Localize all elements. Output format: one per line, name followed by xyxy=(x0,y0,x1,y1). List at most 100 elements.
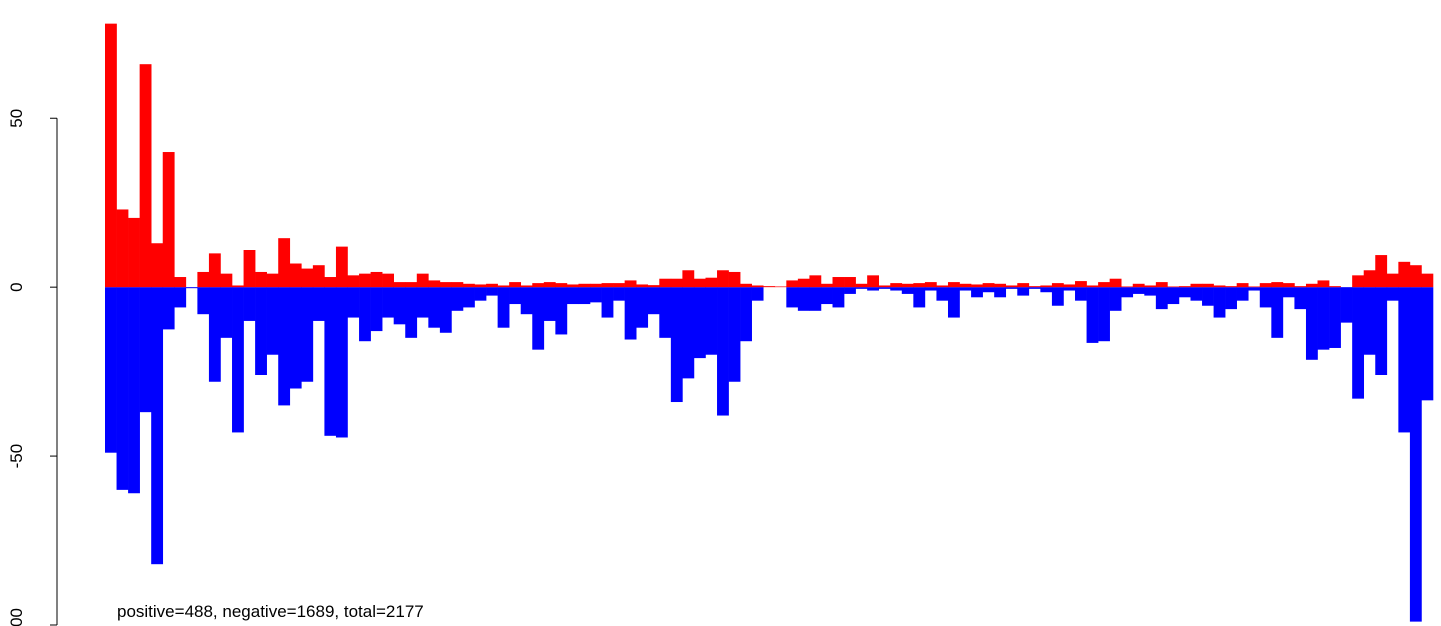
bar xyxy=(1155,287,1168,310)
bar xyxy=(959,283,972,288)
bar xyxy=(774,286,787,288)
bar xyxy=(913,287,926,308)
bar xyxy=(474,284,487,288)
bar xyxy=(878,287,891,289)
bar xyxy=(520,285,533,288)
bar xyxy=(405,287,418,338)
bar xyxy=(1409,287,1422,622)
bar xyxy=(393,287,406,325)
bar xyxy=(208,253,221,288)
bar xyxy=(451,287,464,311)
bar xyxy=(301,287,314,382)
bar xyxy=(1121,287,1134,298)
bar xyxy=(867,275,880,288)
bar xyxy=(844,287,856,294)
bar xyxy=(520,287,533,315)
bar xyxy=(532,283,545,288)
bar xyxy=(1051,283,1064,288)
bar xyxy=(197,271,210,288)
bar xyxy=(1202,283,1214,288)
bar xyxy=(705,287,718,355)
bar xyxy=(543,287,556,321)
bar xyxy=(174,287,187,308)
bar xyxy=(474,287,487,301)
bar xyxy=(601,287,614,318)
bar xyxy=(1409,265,1422,288)
y-tick-label: -50 xyxy=(7,444,26,469)
bar xyxy=(647,285,660,288)
bar xyxy=(1086,287,1099,343)
bar xyxy=(185,287,198,289)
bar xyxy=(890,283,903,288)
bar xyxy=(1132,283,1145,288)
bar xyxy=(301,268,314,288)
bar xyxy=(1051,287,1064,306)
bar xyxy=(462,287,475,308)
bar xyxy=(1259,287,1272,308)
bar xyxy=(878,285,891,288)
bar xyxy=(867,287,880,291)
bar xyxy=(1225,286,1237,288)
bar xyxy=(1213,285,1226,288)
bar xyxy=(1305,287,1318,360)
bar xyxy=(439,287,452,333)
bar xyxy=(1375,255,1388,288)
bar xyxy=(1305,283,1318,288)
bar xyxy=(486,283,498,288)
bar xyxy=(266,273,279,288)
bar xyxy=(324,287,337,436)
bar xyxy=(809,287,822,311)
bar xyxy=(462,283,475,288)
bar xyxy=(116,287,129,490)
bar xyxy=(255,287,267,375)
bar xyxy=(717,287,729,416)
bar xyxy=(1098,287,1110,342)
bar xyxy=(1155,282,1168,288)
bar xyxy=(359,273,371,288)
bar xyxy=(278,287,291,406)
bar xyxy=(312,265,325,288)
bar xyxy=(1005,287,1018,289)
bar xyxy=(128,217,140,288)
bar xyxy=(786,287,799,308)
bar xyxy=(151,243,164,288)
bar xyxy=(1075,281,1087,288)
bar xyxy=(405,282,418,288)
bar xyxy=(751,287,764,301)
bar xyxy=(232,287,244,433)
bar xyxy=(1340,287,1353,323)
bar xyxy=(1363,287,1376,355)
bar xyxy=(347,275,360,288)
bar xyxy=(705,277,718,288)
bar xyxy=(1259,283,1272,288)
bar xyxy=(243,250,256,288)
bar xyxy=(289,263,302,288)
bar xyxy=(890,287,903,291)
bar xyxy=(1190,283,1203,288)
bar xyxy=(1248,286,1261,288)
bar xyxy=(243,287,256,321)
bar xyxy=(566,284,579,288)
bar xyxy=(936,285,949,288)
bar xyxy=(936,287,949,301)
bar xyxy=(590,283,602,288)
bar xyxy=(1167,286,1180,288)
bar xyxy=(382,273,394,288)
bar xyxy=(162,287,175,330)
bar xyxy=(1063,287,1076,291)
bar xyxy=(1144,285,1157,288)
bar xyxy=(139,287,152,413)
bar xyxy=(1282,287,1295,298)
bar xyxy=(971,284,983,288)
bar xyxy=(278,238,291,288)
bar xyxy=(601,283,614,288)
bar xyxy=(1040,287,1053,293)
bar xyxy=(1144,287,1157,296)
bar xyxy=(855,287,868,289)
bar xyxy=(1294,287,1307,310)
bar xyxy=(740,283,752,288)
bar xyxy=(786,280,799,288)
bar xyxy=(1028,286,1041,288)
bar xyxy=(624,287,637,340)
bar xyxy=(1398,261,1411,288)
